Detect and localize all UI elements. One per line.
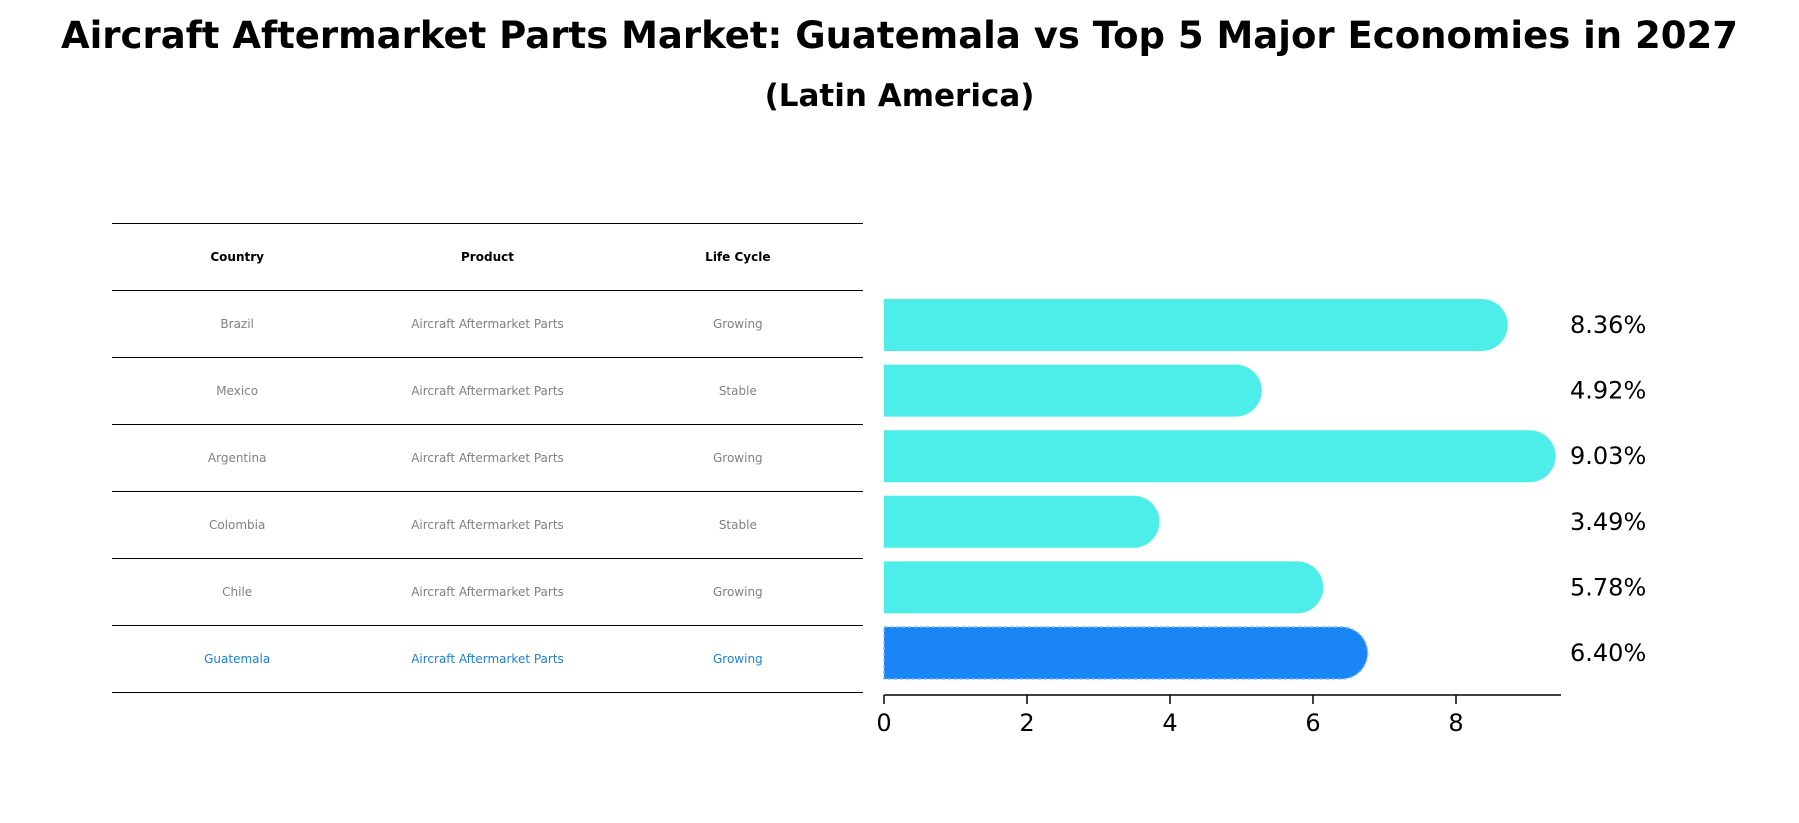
bar-highlight (883, 626, 1369, 680)
cell-country: Chile (112, 558, 363, 626)
header-country: Country (112, 223, 363, 291)
cell-life-cycle: Growing (612, 625, 863, 693)
cell-product: Aircraft Aftermarket Parts (362, 424, 613, 492)
cell-product: Aircraft Aftermarket Parts (362, 290, 613, 358)
header-product: Product (362, 223, 613, 291)
data-label: 3.49% (1570, 508, 1646, 536)
cell-life-cycle: Stable (612, 357, 863, 425)
x-tick-label: 2 (1019, 709, 1034, 737)
chart-subtitle: (Latin America) (764, 78, 1035, 114)
chart-title: Aircraft Aftermarket Parts Market: Guate… (60, 14, 1738, 57)
data-label: 8.36% (1570, 311, 1646, 339)
table-row: Brazil Aircraft Aftermarket Parts Growin… (112, 290, 863, 358)
data-label: 9.03% (1570, 442, 1646, 470)
country-table: Country Product Life Cycle Brazil Aircra… (112, 223, 863, 693)
cell-life-cycle: Stable (612, 491, 863, 559)
data-label: 4.92% (1570, 377, 1646, 405)
bar (884, 299, 1508, 351)
x-tick-label: 0 (876, 709, 891, 737)
table-row: Mexico Aircraft Aftermarket Parts Stable (112, 357, 863, 425)
table-header-row: Country Product Life Cycle (112, 223, 863, 291)
table-row: Chile Aircraft Aftermarket Parts Growing (112, 558, 863, 626)
table-row-highlight: Guatemala Aircraft Aftermarket Parts Gro… (112, 625, 863, 693)
bar (884, 364, 1262, 417)
table-row: Colombia Aircraft Aftermarket Parts Stab… (112, 491, 863, 559)
cell-country: Guatemala (112, 625, 363, 693)
cell-life-cycle: Growing (612, 558, 863, 626)
x-tick-label: 8 (1448, 709, 1463, 737)
data-label: 5.78% (1570, 573, 1646, 601)
cell-country: Argentina (112, 424, 363, 492)
cell-country: Colombia (112, 491, 363, 559)
cell-product: Aircraft Aftermarket Parts (362, 491, 613, 559)
table-row: Argentina Aircraft Aftermarket Parts Gro… (112, 424, 863, 492)
bar (884, 430, 1556, 483)
bar (884, 561, 1324, 614)
header-life-cycle: Life Cycle (612, 223, 863, 291)
cell-country: Mexico (112, 357, 363, 425)
bar (884, 495, 1160, 548)
cell-product: Aircraft Aftermarket Parts (362, 357, 613, 425)
cell-country: Brazil (112, 290, 363, 358)
data-label: 6.40% (1570, 639, 1646, 667)
x-tick-label: 4 (1162, 709, 1177, 737)
x-tick-label: 6 (1305, 709, 1320, 737)
cell-product: Aircraft Aftermarket Parts (362, 558, 613, 626)
cell-product: Aircraft Aftermarket Parts (362, 625, 613, 693)
cell-life-cycle: Growing (612, 290, 863, 358)
cell-life-cycle: Growing (612, 424, 863, 492)
